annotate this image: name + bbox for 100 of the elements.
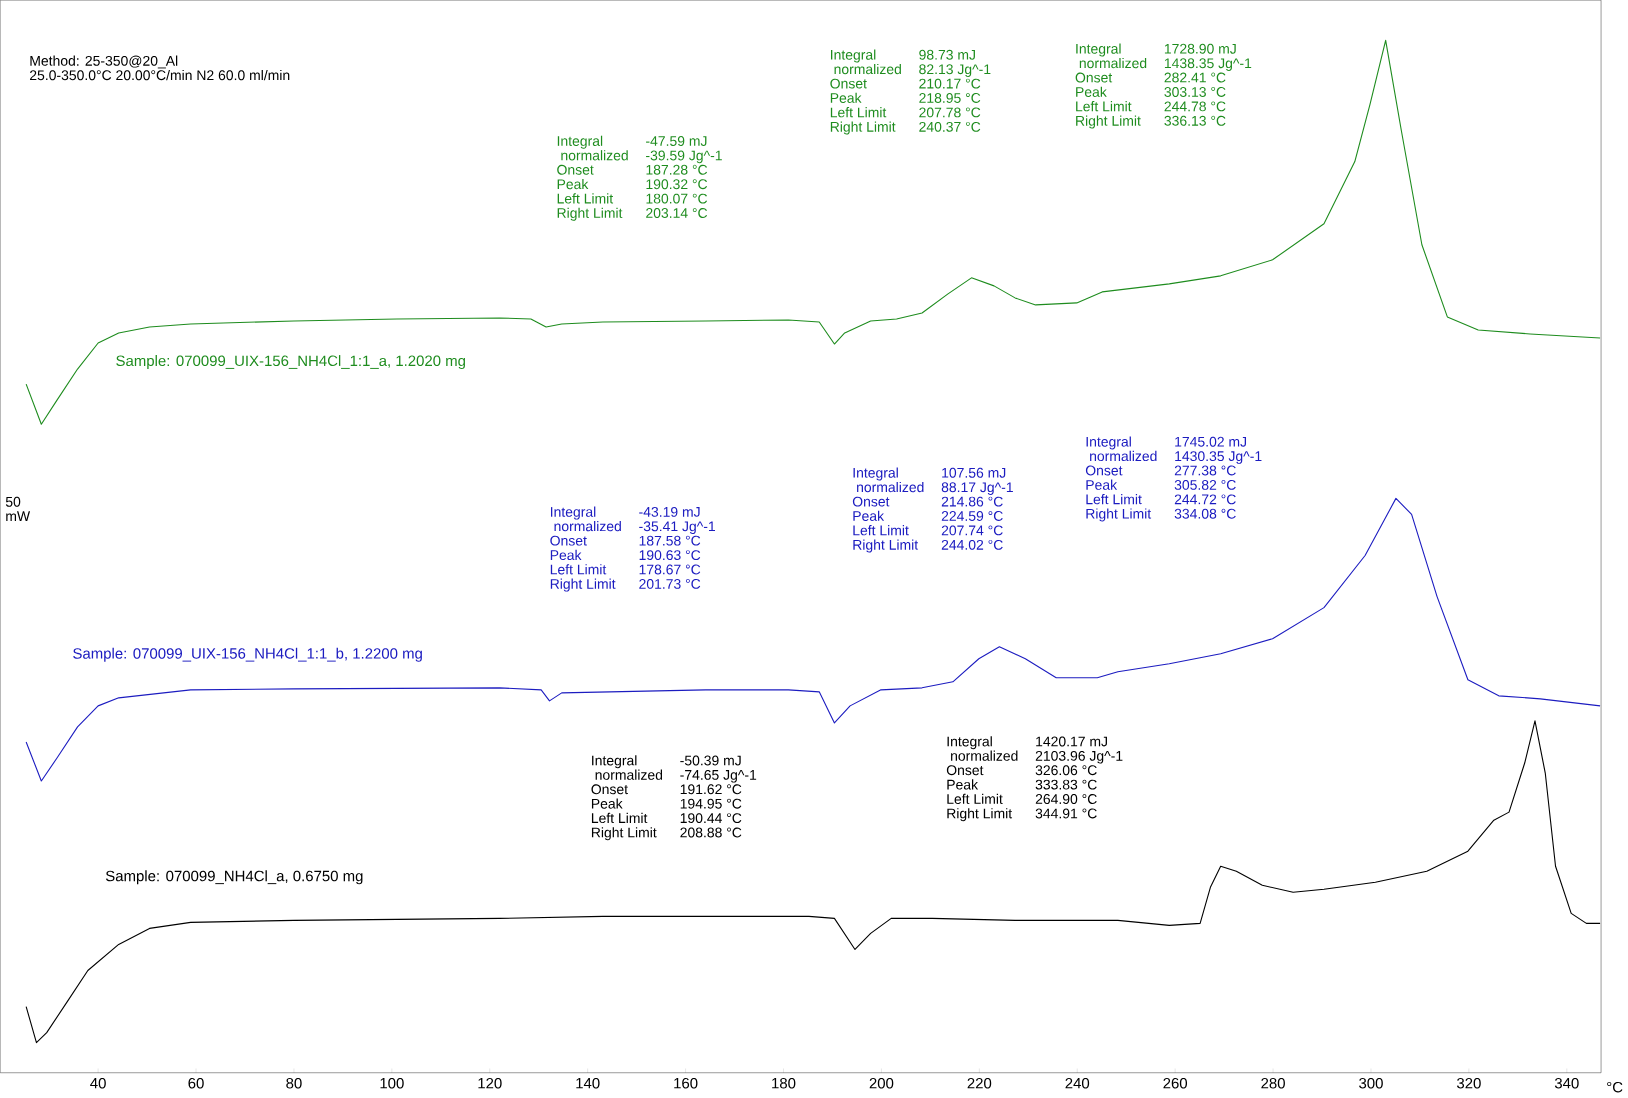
x-tick-label: 240 bbox=[1065, 1078, 1090, 1089]
annotation: Left Limit bbox=[1076, 101, 1132, 112]
annotation: 82.13 Jg^-1 bbox=[919, 64, 991, 78]
annotation: Left Limit bbox=[591, 813, 648, 824]
annotation: Integral bbox=[947, 736, 992, 750]
annotation: Left Limit bbox=[550, 564, 607, 575]
annotation: normalized bbox=[595, 769, 663, 781]
annotation: -47.59 mJ bbox=[646, 136, 707, 147]
x-tick-label: 60 bbox=[188, 1078, 204, 1089]
annotation: Peak bbox=[853, 510, 885, 522]
annotation: Right Limit bbox=[830, 121, 896, 135]
annotation: 2103.96 Jg^-1 bbox=[1035, 751, 1123, 764]
annotation: 334.08 °C bbox=[1174, 509, 1236, 519]
x-tick-label: 180 bbox=[772, 1078, 796, 1089]
annotation: 282.41 °C bbox=[1164, 72, 1226, 83]
annotation: -50.39 mJ bbox=[680, 755, 741, 766]
x-tick-label: 260 bbox=[1163, 1078, 1188, 1089]
annotation: 244.78 °C bbox=[1164, 101, 1226, 112]
annotation: normalized bbox=[561, 150, 628, 161]
annotation: 214.86 °C bbox=[941, 496, 1003, 507]
series-label: Sample: 070099_UIX-156_NH4Cl_1:1_b, 1.2200 mg bbox=[73, 648, 422, 662]
annotation: normalized bbox=[834, 64, 901, 75]
annotation: Onset bbox=[852, 496, 890, 507]
annotation: normalized bbox=[951, 750, 1018, 762]
annotation: 203.14 °C bbox=[646, 208, 708, 219]
annotation: Onset bbox=[1085, 465, 1123, 476]
annotation: Right Limit bbox=[947, 808, 1013, 822]
annotation: Peak bbox=[591, 798, 623, 809]
annotation: 264.90 °C bbox=[1035, 794, 1097, 805]
annotation: 277.38 °C bbox=[1174, 465, 1236, 476]
series-label: Sample: 070099_UIX-156_NH4Cl_1:1_a, 1.2020 mg bbox=[116, 355, 465, 370]
annotation: Left Limit bbox=[947, 794, 1003, 805]
x-tick-label: 120 bbox=[478, 1078, 502, 1089]
annotation: Right Limit bbox=[550, 578, 616, 592]
annotation: 305.82 °C bbox=[1174, 480, 1236, 491]
annotation: 333.83 °C bbox=[1035, 779, 1097, 790]
x-tick-label: 140 bbox=[576, 1078, 600, 1089]
annotation: 244.02 °C bbox=[941, 540, 1003, 551]
annotation: normalized bbox=[1079, 58, 1147, 69]
annotation: normalized bbox=[1090, 451, 1157, 462]
annotation: Peak bbox=[1076, 86, 1107, 98]
x-tick-label: 100 bbox=[380, 1078, 404, 1089]
annotation: Integral bbox=[557, 135, 603, 149]
x-tick-label: 80 bbox=[286, 1078, 302, 1089]
x-tick-label: 300 bbox=[1359, 1078, 1383, 1089]
annotation: Peak bbox=[550, 550, 582, 561]
annotation: Onset bbox=[946, 765, 984, 776]
annotation: Peak bbox=[1086, 479, 1118, 491]
annotation: 187.58 °C bbox=[639, 535, 701, 546]
x-tick-label: 160 bbox=[674, 1078, 698, 1089]
annotation: Onset bbox=[550, 535, 587, 546]
annotation: 50 bbox=[5, 497, 21, 508]
annotation: Integral bbox=[831, 49, 876, 63]
annotation: Left Limit bbox=[557, 193, 614, 204]
annotation: 88.17 Jg^-1 bbox=[941, 482, 1013, 496]
annotation: 240.37 °C bbox=[919, 122, 981, 133]
annotation: 201.73 °C bbox=[639, 579, 701, 590]
annotation: 107.56 mJ bbox=[942, 468, 1006, 478]
annotation: Onset bbox=[557, 165, 594, 175]
annotation: Right Limit bbox=[591, 827, 657, 841]
annotation: 224.59 °C bbox=[941, 511, 1003, 522]
annotation: 326.06 °C bbox=[1035, 765, 1097, 776]
annotation: 194.95 °C bbox=[680, 798, 742, 809]
annotation: Integral bbox=[1086, 436, 1131, 450]
annotation: 190.32 °C bbox=[646, 179, 708, 190]
annotation: Left Limit bbox=[1086, 494, 1142, 505]
annotation: -74.65 Jg^-1 bbox=[680, 770, 757, 783]
text: Sample: 070099_NH4Cl_a, 0.6750 mg bbox=[105, 870, 363, 885]
x-tick-label: 340 bbox=[1554, 1078, 1579, 1089]
annotation: 191.62 °C bbox=[680, 784, 742, 795]
annotation: 210.17 °C bbox=[919, 78, 981, 89]
x-axis-title: °C bbox=[1607, 1082, 1623, 1093]
annotation: Onset bbox=[830, 78, 867, 89]
annotation: Left Limit bbox=[853, 525, 909, 536]
annotation: Integral bbox=[853, 467, 898, 481]
annotation: Right Limit bbox=[1086, 508, 1152, 522]
annotation: Onset bbox=[1075, 72, 1113, 83]
annotation: 303.13 °C bbox=[1164, 87, 1226, 98]
annotation: Peak bbox=[557, 179, 589, 190]
annotation: Onset bbox=[591, 784, 628, 795]
annotation: 1420.17 mJ bbox=[1036, 736, 1107, 747]
annotation: normalized bbox=[857, 482, 924, 493]
annotation: normalized bbox=[554, 521, 621, 532]
annotation: 1745.02 mJ bbox=[1175, 437, 1247, 447]
x-tick-label: 220 bbox=[967, 1078, 992, 1089]
annotation: Right Limit bbox=[557, 207, 623, 221]
annotation: 207.78 °C bbox=[919, 107, 981, 118]
annotation: 180.07 °C bbox=[646, 193, 708, 204]
annotation: Right Limit bbox=[1076, 115, 1141, 129]
annotation: -39.59 Jg^-1 bbox=[646, 150, 722, 164]
annotation: -35.41 Jg^-1 bbox=[639, 521, 716, 535]
annotation: 190.63 °C bbox=[639, 550, 701, 561]
annotation: 344.91 °C bbox=[1035, 808, 1097, 819]
annotation: 336.13 °C bbox=[1164, 116, 1226, 127]
annotation: 187.28 °C bbox=[646, 165, 708, 175]
annotation: 244.72 °C bbox=[1174, 494, 1236, 505]
annotation: mW bbox=[6, 511, 31, 522]
annotation: 1430.35 Jg^-1 bbox=[1175, 451, 1262, 465]
annotation: 218.95 °C bbox=[919, 93, 981, 104]
annotation: 98.73 mJ bbox=[919, 50, 975, 61]
